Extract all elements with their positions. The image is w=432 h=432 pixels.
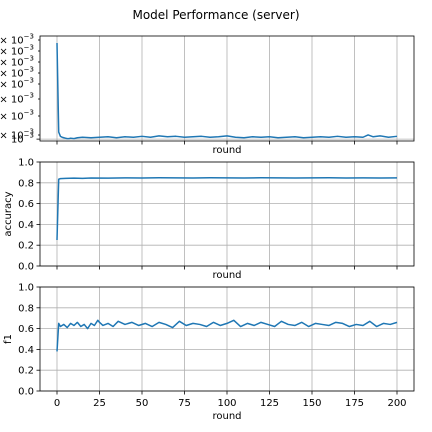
y-tick-label: 0.8 (18, 178, 34, 189)
y-tick-label: 0.4 (18, 345, 34, 356)
y-tick-label: 1.0 (18, 283, 34, 294)
x-tick-label: 100 (217, 398, 236, 409)
accuracy-axes: 0.0 0.2 0.4 0.6 0.8 1.0 round accuracy (3, 158, 415, 281)
y-tick-label: 0.0 (18, 387, 34, 398)
figure-title: Model Performance (server) (132, 8, 299, 22)
y-tick-label: 0.4 (18, 220, 34, 231)
y-tick-label: × 10−3 (0, 92, 34, 106)
f1-series-line (56, 319, 398, 352)
y-tick-label: 0.2 (18, 366, 34, 377)
x-tick-label: 0 (54, 398, 60, 409)
y-tick-label: × 10−3 (0, 109, 34, 123)
x-tick-label: 50 (136, 398, 149, 409)
loss-series-line (56, 43, 398, 140)
x-tick-label: 200 (387, 398, 406, 409)
loss-axes: 10−3× 10−3× 10−3× 10−3× 10−3× 10−3× 10−3… (0, 33, 415, 156)
y-tick-label: 0.8 (18, 303, 34, 314)
x-axis-label: round (212, 145, 241, 156)
y-tick-label: 0.6 (18, 199, 34, 210)
y-tick-label: × 10−3 (0, 77, 34, 91)
x-axis-label: round (212, 411, 241, 422)
x-tick-label: 25 (93, 398, 106, 409)
axes-frame (39, 161, 415, 267)
y-axis-label: f1 (3, 334, 14, 344)
accuracy-series-line (56, 177, 398, 241)
axes-frame (39, 286, 415, 392)
x-tick-label: 75 (178, 398, 191, 409)
axes-frame (39, 35, 415, 142)
x-tick-label: 150 (302, 398, 321, 409)
x-tick-label: 125 (260, 398, 279, 409)
y-tick-label: 0.2 (18, 241, 34, 252)
y-tick-label: 1.0 (18, 158, 34, 169)
y-tick-label: 0.6 (18, 324, 34, 335)
x-axis-label: round (212, 270, 241, 281)
x-tick-label: 175 (345, 398, 364, 409)
f1-axes: 0 25 50 75 100 125 150 175 200 0.0 0.2 0.4 0.6 0.8 1.0… (3, 283, 415, 422)
y-tick-label: 0.0 (18, 262, 34, 273)
y-axis-label: accuracy (3, 191, 14, 236)
